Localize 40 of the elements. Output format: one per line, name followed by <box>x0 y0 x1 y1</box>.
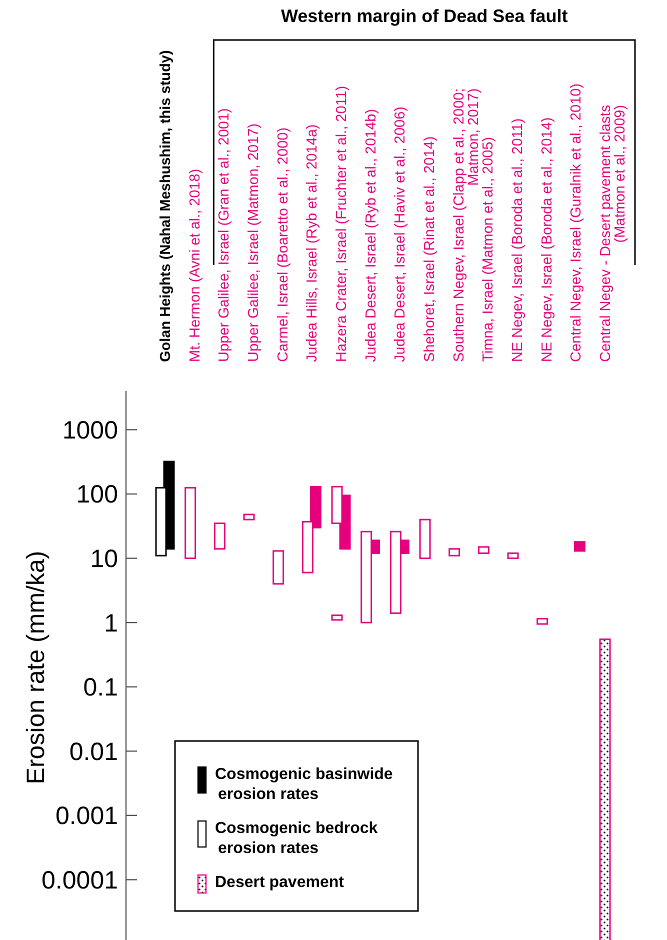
x-tick-label: Mt. Hermon (Avni et al., 2018) <box>187 168 204 362</box>
bar <box>478 546 490 554</box>
y-tick-label: 0.01 <box>69 738 118 766</box>
bar <box>214 522 226 550</box>
bar <box>331 614 343 621</box>
x-tick-label: Carmel, Israel (Boaretto et al., 2000) <box>275 127 292 362</box>
y-tick-label: 0.0001 <box>42 866 118 894</box>
x-tick-label: Timna, Israel (Matmon et al., 2005) <box>480 136 497 362</box>
y-tick-label: 1000 <box>62 416 118 444</box>
x-tick-label: Southern Negev, Israel (Clapp et al., 2000; Matmon, 2017) <box>451 88 482 362</box>
x-tick-label: Upper Galilee, Israel (Matmon, 2017) <box>246 123 262 362</box>
x-tick-label: Judea Desert, Israel (Haviv et al., 2006) <box>392 106 409 362</box>
bar <box>536 618 548 625</box>
x-tick-label: Shehoret, Israel (Rinat et al., 2014) <box>422 136 438 362</box>
bar <box>574 541 586 552</box>
y-tick-label: 10 <box>90 545 118 574</box>
legend-label: Cosmogenic basinwide erosion rates <box>215 766 393 803</box>
text: Western margin of Dead Sea fault <box>280 6 568 26</box>
legend-label: Desert pavement <box>215 874 345 891</box>
x-tick-label: Central Negev - Desert pavement clasts (Matmon et al., 2009) <box>598 104 628 362</box>
y-axis-title: Erosion rate (mm/ka) <box>22 550 50 784</box>
legend-label: Cosmogenic bedrock erosion rates <box>215 820 378 857</box>
x-tick-label: Judea Desert, Israel (Ryb et al., 2014b) <box>363 108 380 362</box>
y-tick-label: 1 <box>104 609 118 638</box>
bar <box>184 487 196 560</box>
x-tick-label: Hazera Crater, Israel (Fruchter et al., 2011) <box>334 86 350 362</box>
bar <box>507 552 519 560</box>
y-tick-label: 0.001 <box>55 802 118 830</box>
y-tick-label: 100 <box>76 480 118 509</box>
x-tick-label: Judea Hills, Israel (Ryb et al., 2014a) <box>304 124 321 362</box>
x-tick-label: Central Negev, Israel (Guralnik et al., 2010) <box>568 83 585 362</box>
bar <box>272 550 284 585</box>
x-tick-label: NE Negev, Israel (Boroda et al., 2011) <box>510 118 526 362</box>
x-tick-label: Golan Heights (Nahal Meshushim, this study) <box>158 50 174 362</box>
y-tick-label: 0.1 <box>83 674 118 702</box>
bar <box>419 518 431 560</box>
bar <box>243 514 255 520</box>
bar <box>448 548 460 556</box>
x-tick-label: NE Negev, Israel (Boroda et al., 2014) <box>539 117 556 362</box>
x-tick-label: Upper Galilee, Israel (Gran et al., 2001) <box>216 108 233 362</box>
